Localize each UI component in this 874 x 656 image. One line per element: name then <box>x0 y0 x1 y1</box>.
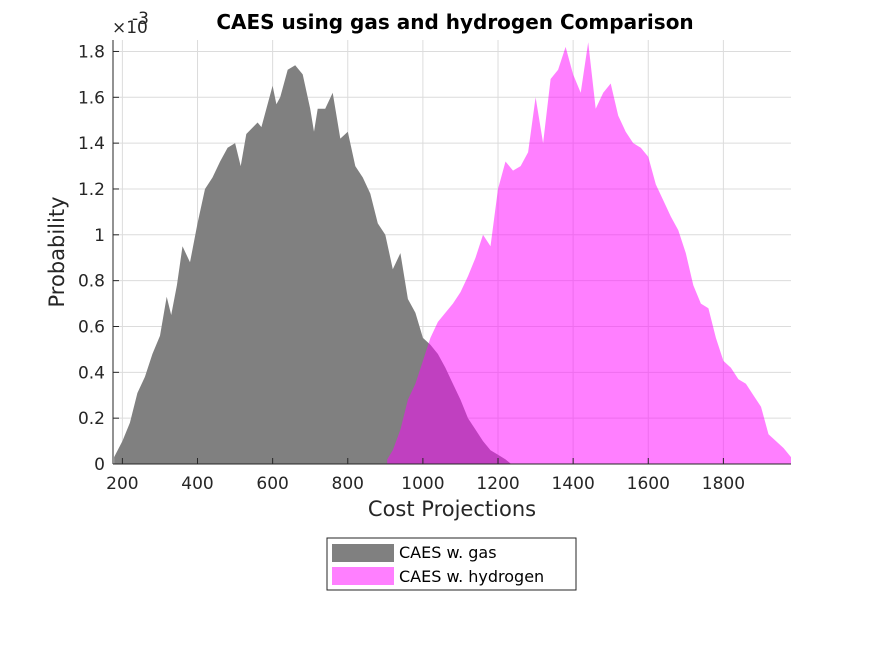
x-tick-labels: 200 400 600 800 1000 1200 1400 1600 1800 <box>106 474 745 494</box>
y-tick-label: 0.6 <box>78 317 105 337</box>
y-tick-label: 1.2 <box>78 180 105 200</box>
x-tick-label: 1600 <box>627 474 670 494</box>
y-tick-label: 1 <box>94 226 105 246</box>
y-tick-label: 1.6 <box>78 88 105 108</box>
x-tick-label: 600 <box>256 474 288 494</box>
y-tick-labels: 0 0.2 0.4 0.6 0.8 1 1.2 1.4 1.6 1.8 <box>78 42 105 475</box>
plot-areas <box>114 42 791 465</box>
y-tick-label: 0.2 <box>78 409 105 429</box>
axes <box>112 40 791 465</box>
y-exponent-power: -3 <box>132 9 149 29</box>
area-series-0 <box>114 65 512 464</box>
y-tick-label: 1.8 <box>78 42 105 62</box>
legend-swatch-gas <box>332 544 394 562</box>
y-tick-label: 0.8 <box>78 272 105 292</box>
y-tick-label: 1.4 <box>78 134 105 154</box>
y-tick-label: 0.4 <box>78 363 105 383</box>
area-series-1 <box>387 42 791 465</box>
x-tick-label: 400 <box>181 474 213 494</box>
legend-label-hydrogen: CAES w. hydrogen <box>399 567 544 586</box>
x-tick-label: 1800 <box>702 474 745 494</box>
x-tick-label: 1200 <box>476 474 519 494</box>
legend-swatch-hydrogen <box>332 567 394 585</box>
y-axis-label: Probability <box>45 196 69 307</box>
x-axis-label: Cost Projections <box>368 497 536 521</box>
x-tick-label: 1400 <box>552 474 595 494</box>
legend-label-gas: CAES w. gas <box>399 543 497 562</box>
x-tick-label: 800 <box>332 474 364 494</box>
y-tick-label: 0 <box>94 455 105 475</box>
legend: CAES w. gas CAES w. hydrogen <box>326 537 577 591</box>
y-exponent-label: ×10 <box>112 18 148 38</box>
x-tick-label: 1000 <box>401 474 444 494</box>
chart-title: CAES using gas and hydrogen Comparison <box>216 10 693 34</box>
x-tick-label: 200 <box>106 474 138 494</box>
